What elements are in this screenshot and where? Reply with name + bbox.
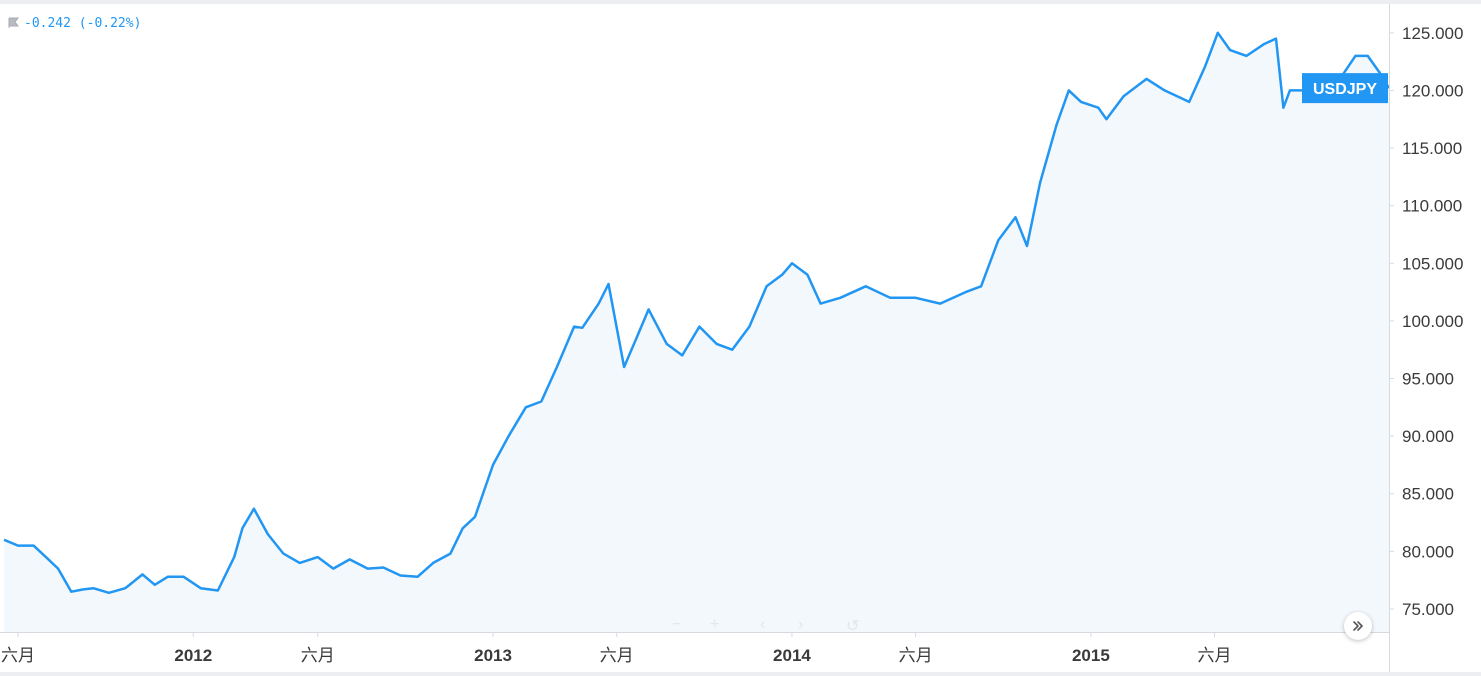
series-line-usdjpy	[3, 31, 1391, 595]
flag-icon[interactable]	[8, 17, 20, 29]
x-tick-label: 2015	[1072, 646, 1110, 665]
change-readout: -0.242 (-0.22%)	[8, 14, 141, 32]
y-tick-label: 120.000	[1402, 81, 1463, 100]
y-tick-label: 85.000	[1402, 485, 1454, 504]
x-tick-label: 六月	[899, 646, 933, 666]
zoom-out-button[interactable]: −	[672, 616, 682, 633]
y-tick-label: 100.000	[1402, 312, 1463, 331]
axis-layer: 75.000 80.000 85.000 90.000 95.000 100.000 105…	[0, 4, 1463, 672]
x-tick-label: 六月	[1, 646, 35, 666]
x-tick-label: 2014	[773, 646, 811, 665]
y-tick-label: 115.000	[1402, 139, 1462, 158]
zoom-in-button[interactable]: +	[710, 616, 720, 633]
scroll-right-button[interactable]: ›	[798, 616, 804, 633]
expand-button[interactable]	[1344, 612, 1372, 640]
scroll-left-button[interactable]: ‹	[760, 616, 766, 633]
x-tick-label: 2013	[474, 646, 512, 665]
y-tick-label: 110.000	[1402, 197, 1462, 216]
double-chevron-right-icon	[1353, 621, 1363, 631]
y-tick-label: 125.000	[1402, 24, 1463, 43]
label-layer: USDJPY	[1302, 73, 1388, 104]
y-tick-label: 95.000	[1402, 369, 1454, 388]
change-value: -0.242 (-0.22%)	[24, 15, 142, 31]
price-label-text: USDJPY	[1313, 81, 1377, 98]
y-tick-label: 90.000	[1402, 427, 1454, 446]
top-border	[0, 0, 1481, 4]
x-tick-label: 六月	[1198, 646, 1232, 666]
y-tick-label: 105.000	[1402, 254, 1463, 273]
line-layer	[3, 31, 1391, 595]
x-tick-label: 六月	[600, 646, 634, 666]
y-tick-label: 75.000	[1402, 600, 1454, 619]
bottom-border	[0, 672, 1481, 676]
y-tick-label: 80.000	[1402, 542, 1454, 561]
x-tick-label: 2012	[174, 646, 212, 665]
reset-button[interactable]: ↺	[846, 618, 860, 635]
price-label-box	[1302, 73, 1388, 104]
x-tick-label: 六月	[301, 646, 335, 666]
